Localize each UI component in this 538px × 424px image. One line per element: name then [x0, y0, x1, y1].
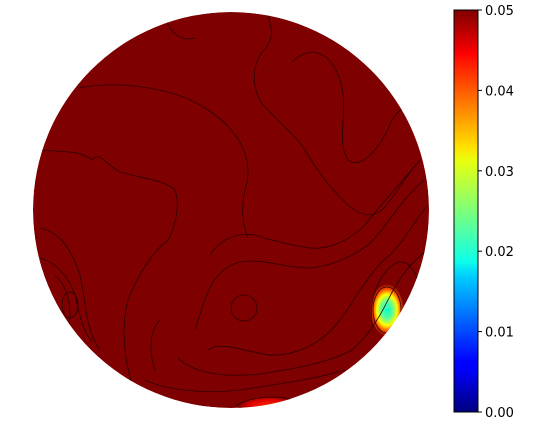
contour-line	[39, 227, 101, 351]
colorbar-tick-label: 0.04	[485, 84, 514, 99]
contour-line	[207, 204, 429, 356]
contour-line	[253, 15, 413, 215]
contour-line	[291, 52, 417, 163]
contour-line	[370, 261, 421, 326]
colorbar-tick-label: 0.03	[485, 165, 514, 180]
contour-line	[41, 149, 178, 386]
contour-line	[150, 319, 161, 371]
contour-line	[77, 84, 249, 239]
colorbar-tick-label: 0.01	[485, 326, 514, 341]
colorbar-tick-label: 0.00	[485, 406, 514, 421]
contour-line	[209, 159, 421, 256]
colorbar-tick-label: 0.05	[485, 4, 514, 19]
contour-field	[33, 12, 429, 408]
colorbar-gradient	[453, 9, 479, 413]
contour-line	[177, 249, 429, 376]
contour-lines	[39, 13, 429, 407]
field-background	[33, 12, 429, 408]
contour-line	[61, 291, 79, 319]
contour-line	[230, 294, 258, 322]
colorbar: 0.00 0.01 0.02 0.03 0.04 0.05	[453, 4, 514, 421]
colorbar-ticks: 0.00 0.01 0.02 0.03 0.04 0.05	[478, 4, 514, 421]
contour-line	[194, 179, 425, 331]
contour-line	[144, 369, 346, 393]
colorbar-tick-label: 0.02	[485, 245, 514, 260]
